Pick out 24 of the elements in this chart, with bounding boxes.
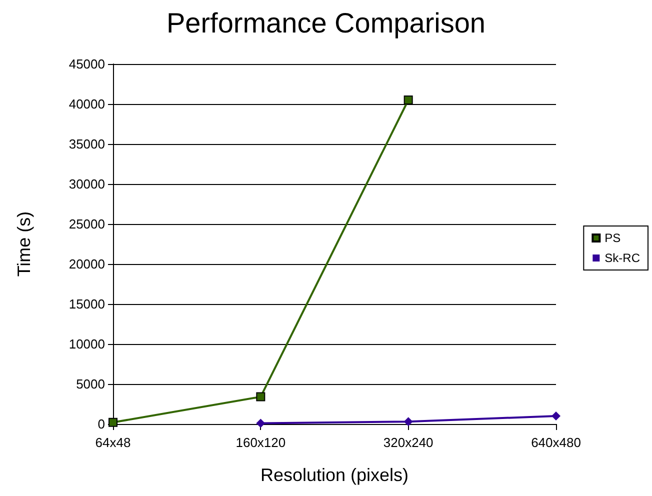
- x-tick-label: 64x48: [95, 435, 131, 450]
- point: [404, 417, 413, 426]
- x-tick-label: 320x240: [383, 435, 434, 450]
- point: [552, 412, 560, 420]
- y-tick-label: 20000: [68, 256, 105, 272]
- y-tick-label: 35000: [68, 136, 105, 152]
- y-tick-label: 25000: [68, 216, 105, 232]
- x-tick-label: 640x480: [531, 435, 581, 450]
- point: [256, 392, 266, 402]
- y-tick-label: 15000: [68, 296, 105, 312]
- point: [256, 418, 266, 428]
- y-tick-label: 5000: [76, 376, 105, 392]
- x-tick-label: 160x120: [236, 435, 286, 450]
- legend-label: Sk-RC: [604, 251, 640, 265]
- y-tick-label: 40000: [68, 96, 105, 112]
- x-axis-title: Resolution (pixels): [260, 465, 409, 485]
- legend-label: PS: [604, 231, 621, 245]
- y-axis-title: Time (s): [14, 211, 34, 277]
- y-tick-label: 10000: [68, 336, 105, 352]
- y-tick-label: 30000: [68, 176, 105, 192]
- chart-title: Performance Comparison: [166, 8, 486, 38]
- point: [404, 96, 413, 104]
- y-tick-label: 0: [98, 416, 105, 432]
- y-tick-label: 45000: [68, 56, 105, 72]
